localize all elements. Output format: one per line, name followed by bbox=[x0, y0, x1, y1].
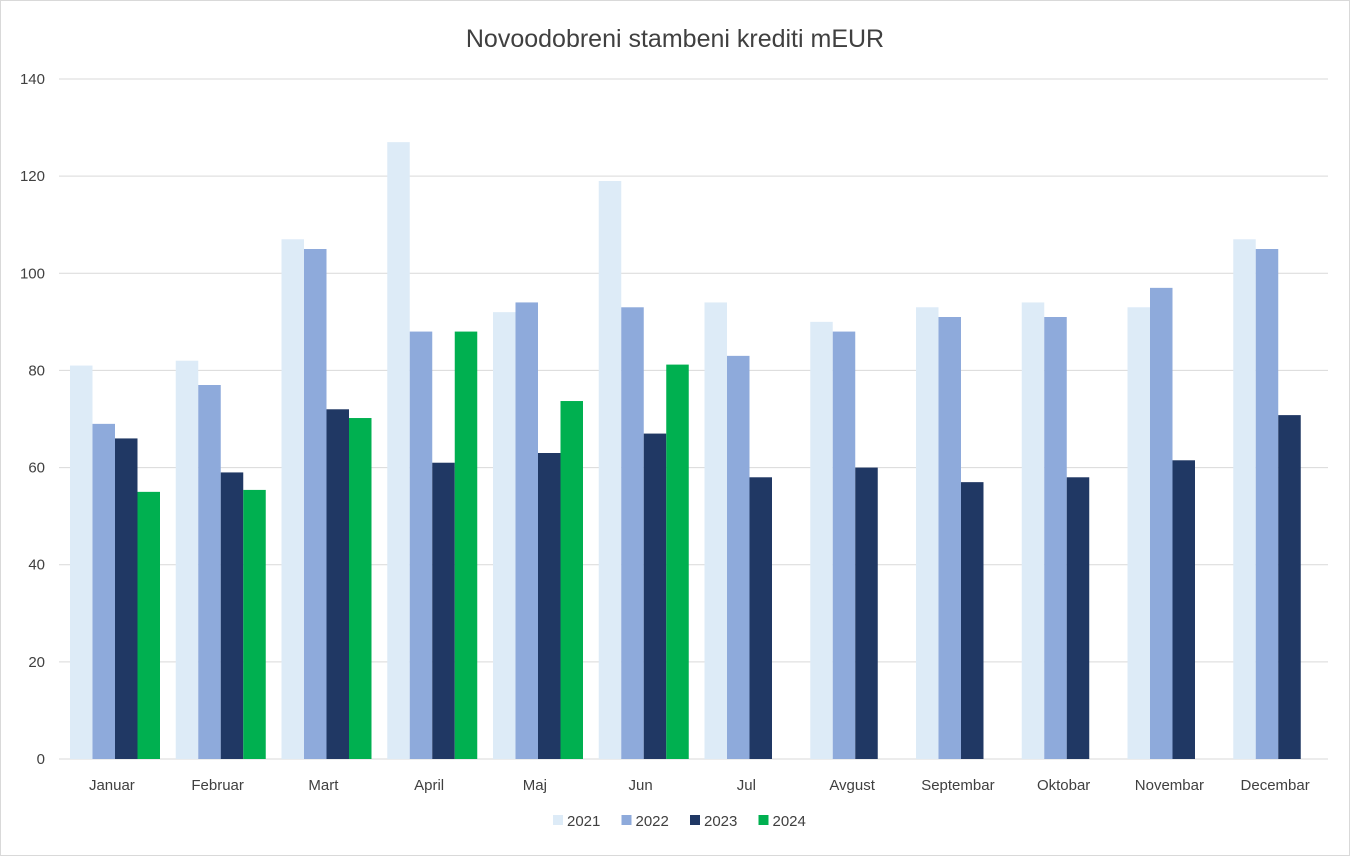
bar-2022-septembar bbox=[938, 317, 961, 759]
bar-2021-maj bbox=[493, 312, 516, 759]
y-tick-label: 0 bbox=[37, 751, 45, 768]
y-axis-ticks: 0 20 40 60 80 100 120 140 bbox=[20, 71, 45, 768]
x-category-label: Februar bbox=[191, 777, 244, 794]
bar-2024-januar bbox=[137, 491, 160, 759]
bar-2023-maj bbox=[538, 453, 561, 759]
bar-2022-decembar bbox=[1255, 249, 1279, 759]
bar-2023-jul bbox=[749, 477, 772, 759]
gridlines bbox=[59, 78, 1328, 760]
bar-2023-avgust bbox=[855, 467, 878, 759]
y-tick-label: 60 bbox=[28, 460, 45, 477]
bars bbox=[70, 142, 1301, 760]
bar-2023-novembar bbox=[1172, 460, 1195, 759]
x-category-label: Jul bbox=[737, 777, 756, 794]
x-category-label: Avgust bbox=[829, 777, 875, 794]
x-category-label: Oktobar bbox=[1037, 777, 1090, 794]
x-category-label: Novembar bbox=[1135, 777, 1204, 794]
bar-2021-septembar bbox=[916, 307, 939, 759]
x-category-label: Decembar bbox=[1241, 777, 1310, 794]
x-category-label: Mart bbox=[308, 777, 339, 794]
legend-swatch-2021 bbox=[553, 815, 563, 825]
x-axis-categories: Januar Februar Mart April Maj Jun Jul Avgust Sep… bbox=[89, 777, 1310, 794]
legend-label-2021: 2021 bbox=[567, 813, 600, 830]
bar-2022-februar bbox=[198, 385, 221, 759]
y-tick-label: 80 bbox=[28, 362, 45, 379]
bar-2022-novembar bbox=[1150, 287, 1173, 759]
bar-2024-april bbox=[454, 331, 478, 759]
legend: 2021 2022 2023 2024 bbox=[553, 813, 806, 830]
bar-2024-mart bbox=[349, 418, 372, 759]
y-tick-label: 20 bbox=[28, 654, 45, 671]
legend-swatch-2022 bbox=[621, 815, 632, 825]
bar-2024-jun bbox=[666, 364, 689, 759]
bar-2021-novembar bbox=[1127, 307, 1150, 759]
x-category-label: Septembar bbox=[921, 777, 994, 794]
chart-title: Novoodobreni stambeni krediti mEUR bbox=[466, 25, 884, 53]
bar-2021-avgust bbox=[810, 321, 833, 759]
bar-2021-februar bbox=[175, 360, 199, 759]
legend-swatch-2024 bbox=[758, 815, 769, 825]
y-tick-label: 100 bbox=[20, 265, 45, 282]
bar-2021-jun bbox=[598, 181, 622, 759]
bar-2021-oktobar bbox=[1021, 302, 1045, 759]
bar-2022-jun bbox=[621, 307, 644, 759]
bar-2022-jul bbox=[727, 355, 750, 759]
bar-2024-februar bbox=[243, 489, 266, 759]
bar-2022-april bbox=[409, 331, 433, 759]
x-category-label: April bbox=[414, 777, 444, 794]
legend-swatch-2023 bbox=[690, 815, 700, 825]
bar-2022-maj bbox=[515, 302, 538, 759]
bar-2023-oktobar bbox=[1066, 477, 1090, 759]
bar-2023-april bbox=[432, 462, 455, 759]
bar-2023-mart bbox=[326, 409, 349, 759]
bar-2021-januar bbox=[70, 365, 93, 759]
bar-2023-jun bbox=[643, 433, 667, 759]
y-tick-label: 120 bbox=[20, 168, 45, 185]
bar-2023-januar bbox=[115, 438, 138, 759]
bar-2023-februar bbox=[220, 472, 244, 759]
bar-2022-oktobar bbox=[1044, 317, 1067, 759]
bar-2024-maj bbox=[560, 401, 583, 759]
legend-label-2022: 2022 bbox=[636, 813, 669, 830]
x-category-label: Januar bbox=[89, 777, 135, 794]
bar-2022-januar bbox=[92, 423, 115, 759]
bar-2021-mart bbox=[281, 239, 304, 760]
bar-2023-septembar bbox=[961, 482, 984, 759]
bar-2021-jul bbox=[704, 302, 727, 759]
bar-2023-decembar bbox=[1278, 415, 1301, 759]
x-category-label: Jun bbox=[629, 777, 653, 794]
x-category-label: Maj bbox=[523, 777, 547, 794]
legend-label-2023: 2023 bbox=[704, 813, 737, 830]
y-tick-label: 40 bbox=[28, 557, 45, 574]
bar-2022-avgust bbox=[832, 331, 856, 759]
y-tick-label: 140 bbox=[20, 71, 45, 88]
bar-2022-mart bbox=[304, 249, 327, 759]
legend-label-2024: 2024 bbox=[773, 813, 806, 830]
bar-2021-april bbox=[387, 142, 410, 760]
bar-2021-decembar bbox=[1233, 239, 1256, 760]
